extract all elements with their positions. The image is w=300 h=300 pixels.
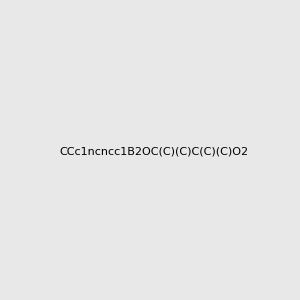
Text: CCc1ncncc1B2OC(C)(C)C(C)(C)O2: CCc1ncncc1B2OC(C)(C)C(C)(C)O2 bbox=[59, 146, 248, 157]
